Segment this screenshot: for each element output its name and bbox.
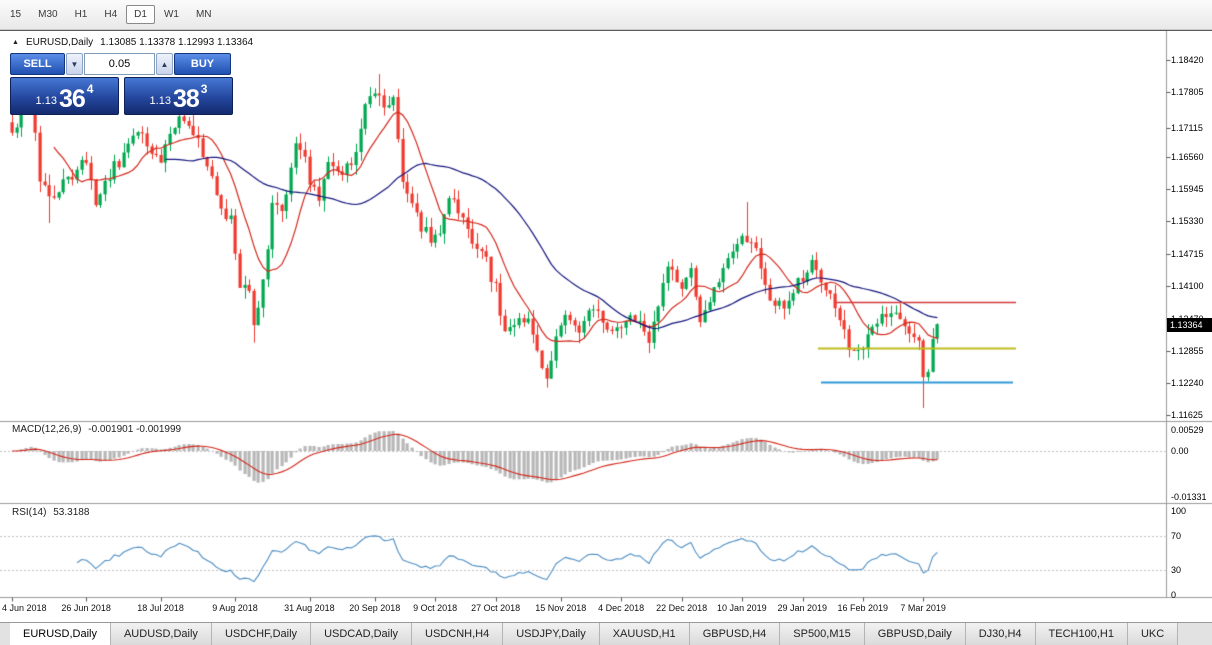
macd-values: -0.001901 -0.001999 <box>88 424 182 435</box>
timeframe-button-w1[interactable]: W1 <box>156 5 187 24</box>
rsi-axis-label: 30 <box>1171 564 1182 575</box>
chart-tab-usdjpy-daily[interactable]: USDJPY,Daily <box>503 623 600 645</box>
buy-price-button[interactable]: 1.13 38 3 <box>124 77 233 115</box>
chart-tab-xauusd-h1[interactable]: XAUUSD,H1 <box>599 623 690 645</box>
timeframe-button-h1[interactable]: H1 <box>67 5 96 24</box>
date-axis-label: 7 Mar 2019 <box>900 603 946 613</box>
price-axis-label: 1.14100 <box>1171 280 1204 291</box>
buy-price-point: 3 <box>200 82 208 96</box>
rsi-axis-label: 70 <box>1171 531 1182 542</box>
price-axis-label: 1.17805 <box>1171 87 1204 98</box>
macd-name: MACD(12,26,9) <box>12 424 82 435</box>
chart-symbol-label: EURUSD,Daily <box>25 37 94 48</box>
sell-button[interactable]: SELL <box>10 53 65 75</box>
rsi-axis-label: 100 <box>1171 506 1187 516</box>
date-axis-label: 4 Jun 2018 <box>2 603 47 613</box>
chart-tab-usdcad-daily[interactable]: USDCAD,Daily <box>311 623 413 645</box>
macd-indicator-label: MACD(12,26,9) -0.001901 -0.001999 <box>12 424 185 435</box>
chart-tab-dj30-h4[interactable]: DJ30,H4 <box>965 623 1036 645</box>
date-axis-label: 31 Aug 2018 <box>284 603 335 613</box>
date-axis-label: 22 Dec 2018 <box>656 603 708 613</box>
chart-tab-usdcnh-h4[interactable]: USDCNH,H4 <box>412 623 504 645</box>
chart-tab-ukc[interactable]: UKC <box>1127 623 1179 645</box>
macd-axis-label: 0.00529 <box>1171 424 1204 435</box>
timeframe-toolbar: 15 M30 H1 H4 D1 W1 MN <box>0 0 1212 30</box>
price-axis-label: 1.16560 <box>1171 152 1204 163</box>
volume-dropdown-button[interactable]: ▼ <box>66 53 83 75</box>
price-axis-label: 1.17115 <box>1171 123 1203 134</box>
date-axis-label: 15 Nov 2018 <box>535 603 587 613</box>
timeframe-button-15[interactable]: 15 <box>2 5 29 24</box>
buy-price-bigfigure: 1.13 <box>149 95 171 107</box>
date-axis-label: 10 Jan 2019 <box>717 603 767 613</box>
date-axis-label: 9 Aug 2018 <box>212 603 258 613</box>
date-axis-label: 18 Jul 2018 <box>137 603 184 613</box>
chart-window: ▲ EURUSD,Daily 1.13085 1.13378 1.12993 1… <box>0 30 1212 623</box>
chart-tab-sp500-m15[interactable]: SP500,M15 <box>780 623 865 645</box>
chevron-up-icon: ▲ <box>160 59 169 69</box>
trade-controls-row: SELL ▼ ▲ BUY <box>10 53 233 75</box>
chart-tab-tech100-h1[interactable]: TECH100,H1 <box>1035 623 1128 645</box>
timeframe-button-m30[interactable]: M30 <box>30 5 65 24</box>
price-axis-label: 1.11625 <box>1171 410 1203 420</box>
one-click-trading-panel: SELL ▼ ▲ BUY 1.13 36 4 1.13 38 3 <box>10 53 233 115</box>
rsi-name: RSI(14) <box>12 507 47 518</box>
chart-tab-usdchf-daily[interactable]: USDCHF,Daily <box>211 623 312 645</box>
volume-increase-button[interactable]: ▲ <box>156 53 173 75</box>
sell-price-pips: 36 <box>58 85 86 113</box>
chevron-down-icon: ▼ <box>70 59 79 69</box>
chart-tab-audusd-daily[interactable]: AUDUSD,Daily <box>110 623 212 645</box>
chart-tab-eurusd-daily[interactable]: EURUSD,Daily <box>10 623 111 645</box>
chart-tabs-bar: EURUSD,Daily AUDUSD,Daily USDCHF,Daily USDC… <box>0 622 1212 645</box>
date-axis-label: 4 Dec 2018 <box>598 603 645 613</box>
rsi-indicator-label: RSI(14) 53.3188 <box>12 507 93 518</box>
buy-button[interactable]: BUY <box>174 53 231 75</box>
date-axis-label: 26 Jun 2018 <box>61 603 111 613</box>
price-axis-label: 1.12240 <box>1171 377 1204 388</box>
timeframe-button-h4[interactable]: H4 <box>96 5 125 24</box>
chart-title: ▲ EURUSD,Daily 1.13085 1.13378 1.12993 1… <box>12 37 253 48</box>
sell-price-button[interactable]: 1.13 36 4 <box>10 77 119 115</box>
price-axis-label: 1.18420 <box>1171 55 1204 65</box>
date-axis-label: 29 Jan 2019 <box>777 603 828 613</box>
rsi-axis-label: 0 <box>1171 590 1177 600</box>
current-price-badge: 1.13364 <box>1167 318 1212 333</box>
sell-price-point: 4 <box>86 82 94 96</box>
macd-axis-label: -0.01331 <box>1171 491 1207 502</box>
volume-input[interactable] <box>84 53 155 75</box>
chart-tab-gbpusd-h4[interactable]: GBPUSD,H4 <box>689 623 781 645</box>
trade-prices-row: 1.13 36 4 1.13 38 3 <box>10 77 233 115</box>
price-axis-label: 1.15330 <box>1171 216 1204 227</box>
date-axis-label: 16 Feb 2019 <box>837 603 888 613</box>
chart-expand-icon[interactable]: ▲ <box>12 39 19 46</box>
timeframe-button-d1[interactable]: D1 <box>126 5 155 24</box>
price-axis-label: 1.14715 <box>1171 248 1204 259</box>
price-axis-label: 1.15945 <box>1171 184 1204 195</box>
chart-tab-gbpusd-daily[interactable]: GBPUSD,Daily <box>864 623 966 645</box>
price-chart-canvas[interactable] <box>0 31 1212 623</box>
buy-price-pips: 38 <box>172 85 200 113</box>
chart-ohlc-values: 1.13085 1.13378 1.12993 1.13364 <box>100 37 254 48</box>
price-axis-label: 1.12855 <box>1171 345 1204 356</box>
date-axis-label: 9 Oct 2018 <box>413 603 458 613</box>
timeframe-button-mn[interactable]: MN <box>188 5 220 24</box>
date-axis-label: 20 Sep 2018 <box>349 603 401 613</box>
macd-axis-label: 0.00 <box>1171 446 1189 456</box>
sell-price-bigfigure: 1.13 <box>35 95 57 107</box>
rsi-value: 53.3188 <box>53 507 90 518</box>
date-axis-label: 27 Oct 2018 <box>471 603 521 613</box>
